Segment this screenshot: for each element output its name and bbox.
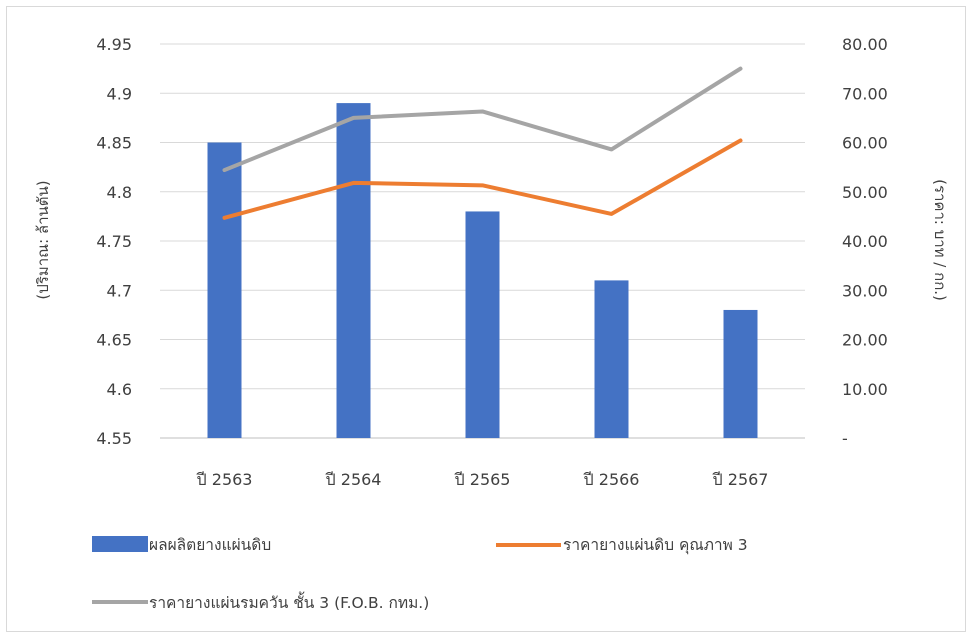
left-tick-label: 4.6 xyxy=(107,380,132,399)
left-tick-label: 4.8 xyxy=(107,183,132,202)
right-tick-label: 40.00 xyxy=(842,232,888,251)
right-tick-label: 80.00 xyxy=(842,35,888,54)
left-tick-label: 4.75 xyxy=(96,232,132,251)
right-tick-label: 60.00 xyxy=(842,134,888,153)
bar xyxy=(723,309,758,438)
left-axis-ticks: 4.95 4.9 4.85 4.8 4.75 4.7 4.65 4.6 4.55 xyxy=(96,35,132,448)
bar xyxy=(465,211,500,438)
x-tick-label: ปี 2567 xyxy=(712,470,768,489)
right-tick-label: 50.00 xyxy=(842,183,888,202)
bar xyxy=(594,280,629,438)
right-axis-title: (ราคา: บาท / กก.) xyxy=(931,179,949,301)
bar xyxy=(336,103,371,438)
right-tick-label: 20.00 xyxy=(842,331,888,350)
legend: ผลผลิตยางแผ่นดิบ ราคายางแผ่นดิบ คุณภาพ 3 ร… xyxy=(92,536,748,612)
left-axis-title: (ปริมาณ: ล้านตัน) xyxy=(34,180,52,299)
legend-label: ราคายางแผ่นรมควัน ชั้น 3 (F.O.B. กทม.) xyxy=(149,591,429,612)
x-axis-ticks: ปี 2563 ปี 2564 ปี 2565 ปี 2566 ปี 2567 xyxy=(196,470,768,489)
x-tick-label: ปี 2564 xyxy=(325,470,381,489)
right-tick-label: 30.00 xyxy=(842,281,888,300)
left-tick-label: 4.95 xyxy=(96,35,132,54)
right-tick-label: - xyxy=(842,429,848,448)
right-tick-label: 70.00 xyxy=(842,84,888,103)
x-tick-label: ปี 2566 xyxy=(583,470,639,489)
series-line xyxy=(222,138,743,220)
series-line xyxy=(222,66,743,173)
left-tick-label: 4.7 xyxy=(107,281,132,300)
left-tick-label: 4.55 xyxy=(96,429,132,448)
left-tick-label: 4.85 xyxy=(96,134,132,153)
legend-swatch-bar xyxy=(92,536,148,552)
bar-series xyxy=(207,103,758,438)
x-tick-label: ปี 2565 xyxy=(454,470,510,489)
legend-label: ผลผลิตยางแผ่นดิบ xyxy=(149,536,271,554)
left-tick-label: 4.9 xyxy=(107,84,132,103)
x-tick-label: ปี 2563 xyxy=(196,470,252,489)
right-tick-label: 10.00 xyxy=(842,380,888,399)
line-series xyxy=(222,66,743,220)
legend-label: ราคายางแผ่นดิบ คุณภาพ 3 xyxy=(563,536,748,555)
right-axis-ticks: 80.00 70.00 60.00 50.00 40.00 30.00 20.00 10.00… xyxy=(842,35,888,448)
bar xyxy=(207,142,242,438)
left-tick-label: 4.65 xyxy=(96,331,132,350)
